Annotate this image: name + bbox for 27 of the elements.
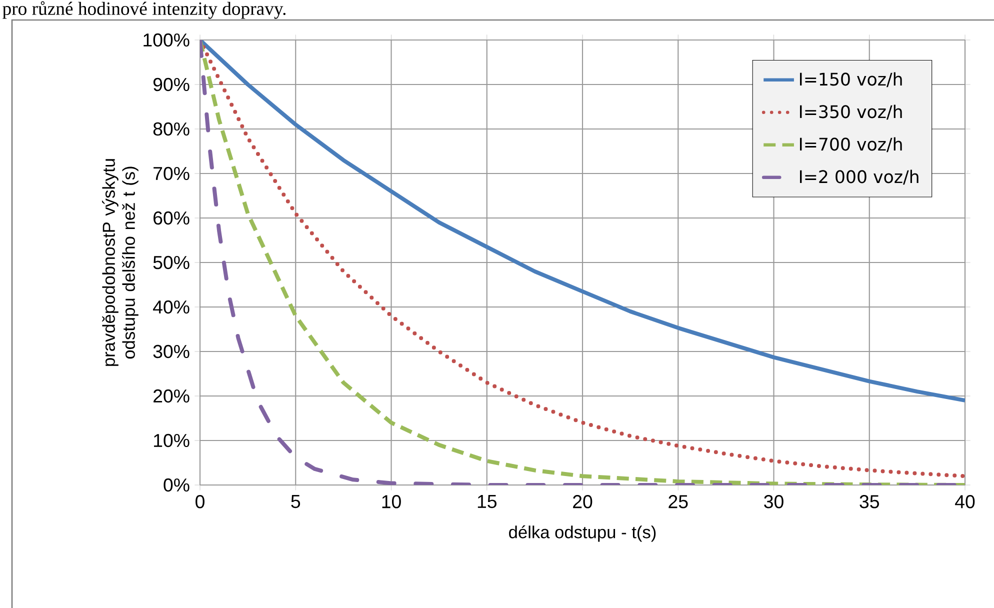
x-tick-label: 15 — [478, 495, 496, 508]
x-axis-title: délka odstupu - t(s) — [509, 525, 656, 542]
x-tick-label: 5 — [291, 495, 300, 508]
x-tick-label: 30 — [764, 495, 784, 508]
x-tick-label: 10 — [382, 495, 401, 508]
y-tick-label: 10% — [154, 434, 190, 448]
x-tick-label: 20 — [573, 495, 592, 508]
y-tick-label: 30% — [153, 344, 190, 358]
legend-label: I=2 000 voz/h — [800, 170, 918, 185]
x-tick-label: 25 — [668, 495, 688, 508]
y-tick-label: 60% — [154, 211, 190, 225]
x-tick-label: 40 — [955, 495, 975, 508]
text: pro různé hodinové intenzity dopravy. — [2, 1, 286, 19]
y-axis-title: pravděpodobnostP výskytu odstupu delšího než t (s) — [102, 159, 138, 366]
y-tick-label: 50% — [153, 256, 190, 270]
y-tick-label: 70% — [154, 166, 190, 180]
y-tick-label: 40% — [153, 300, 190, 314]
x-tick-label: 0 — [196, 495, 204, 508]
y-tick-label: 0% — [164, 478, 190, 492]
y-tick-label: 80% — [153, 122, 190, 136]
legend-label: I=700 voz/h — [800, 137, 902, 152]
x-tick-label: 35 — [860, 495, 879, 508]
y-tick-label: 100% — [144, 33, 190, 47]
legend-label: I=350 voz/h — [800, 104, 902, 120]
legend-label: I=150 voz/h — [800, 72, 902, 88]
y-tick-label: 90% — [153, 78, 190, 92]
y-tick-label: 20% — [154, 389, 190, 403]
